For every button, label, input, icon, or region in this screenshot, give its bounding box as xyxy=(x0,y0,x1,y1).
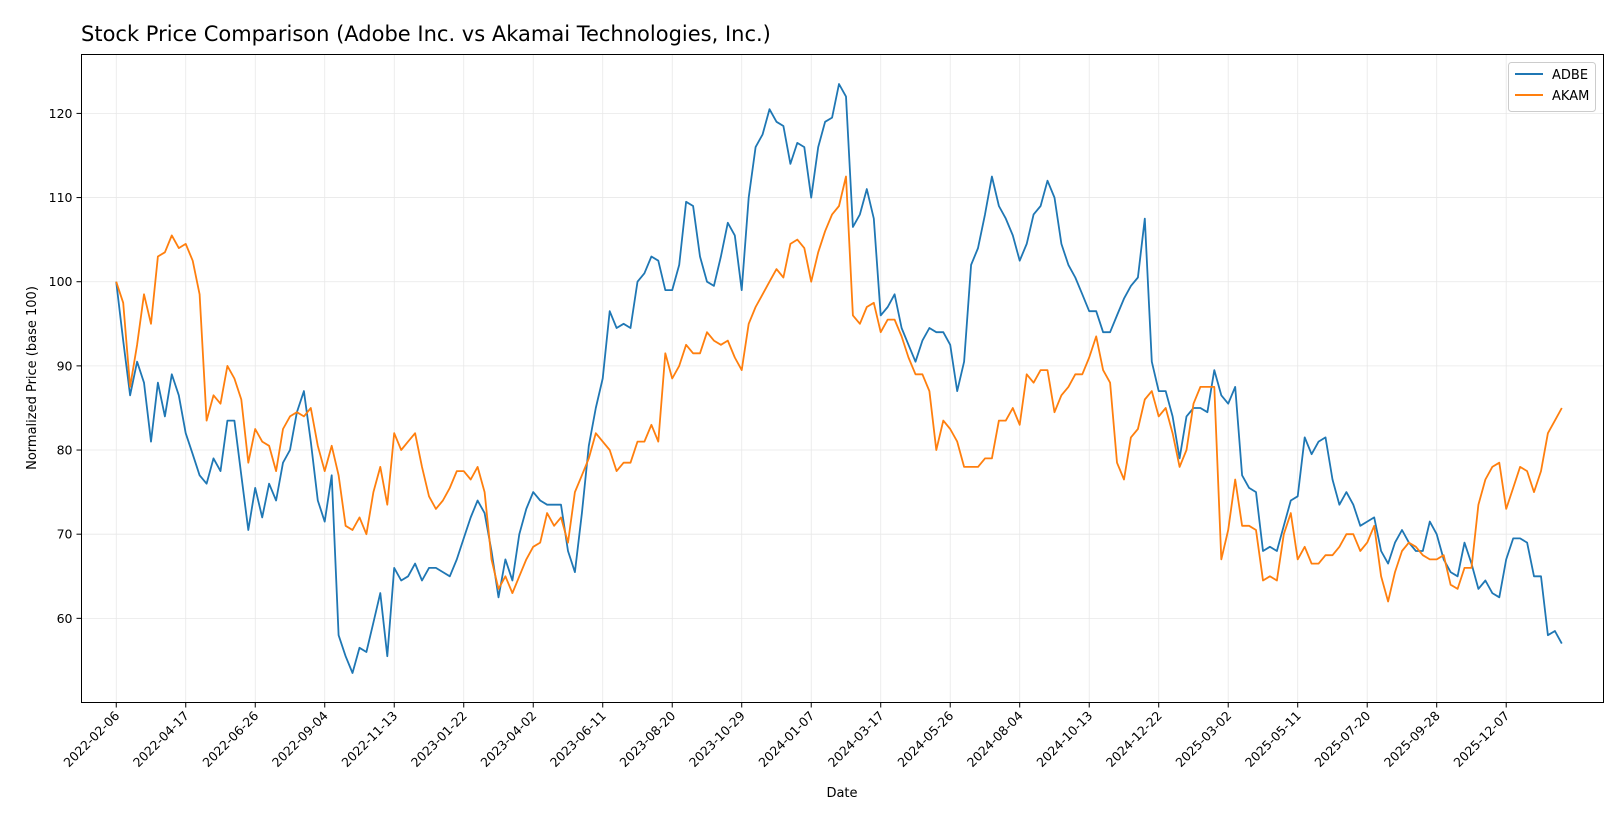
y-axis-label: Normalized Price (base 100) xyxy=(25,286,40,470)
legend-label-adbe: ADBE xyxy=(1552,68,1588,83)
legend: ADBE AKAM xyxy=(1508,62,1596,112)
series-line-adbe xyxy=(115,83,1563,674)
series-line-akam xyxy=(115,175,1563,603)
x-axis-label: Date xyxy=(826,786,857,801)
y-tick-label: 100 xyxy=(49,274,73,289)
legend-label-akam: AKAM xyxy=(1552,89,1589,104)
y-tick-label: 110 xyxy=(49,190,73,205)
plot-frame xyxy=(81,54,1604,703)
y-tick-label: 120 xyxy=(49,106,73,121)
chart-title: Stock Price Comparison (Adobe Inc. vs Ak… xyxy=(81,22,771,46)
y-tick-label: 80 xyxy=(57,443,73,458)
series-lines xyxy=(115,83,1563,674)
y-tick-label: 90 xyxy=(57,358,73,373)
y-tick-label: 70 xyxy=(57,527,73,542)
y-axis: 60 70 80 90 100 110 120 xyxy=(49,106,82,626)
y-tick-label: 60 xyxy=(57,611,73,626)
